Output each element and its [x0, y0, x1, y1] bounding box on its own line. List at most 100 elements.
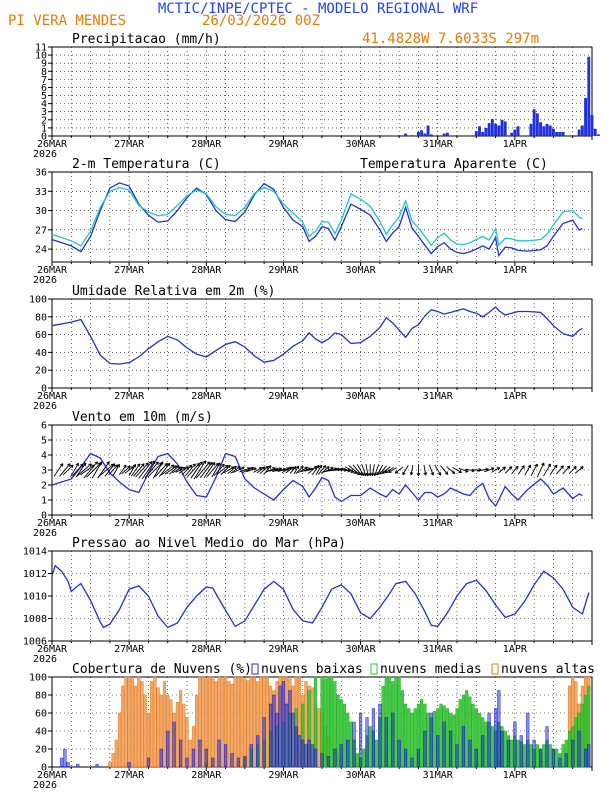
- cloud-bar: [452, 715, 455, 767]
- y-tick-label: 100: [29, 673, 47, 684]
- cloud-bar: [542, 745, 545, 768]
- cloud-bar: [562, 745, 565, 768]
- header-location: PI VERA MENDES: [8, 13, 126, 29]
- legend-swatch: [252, 664, 258, 674]
- cloud-bar: [137, 677, 140, 767]
- y-tick-label: 33: [35, 187, 47, 198]
- cloud-bar: [314, 749, 317, 767]
- cloud-bar: [459, 700, 462, 768]
- cloud-bar: [67, 763, 70, 768]
- y-tick-label: 60: [35, 709, 47, 720]
- y-tick-label: 100: [29, 295, 47, 306]
- precip-bar: [501, 120, 504, 136]
- precip-bar: [475, 131, 478, 136]
- cloud-bar: [456, 745, 459, 768]
- x-tick-label: 31MAR: [423, 391, 454, 402]
- y-tick-label: 1: [41, 496, 47, 507]
- cloud-bar: [173, 722, 176, 767]
- x-year-label: 2026: [33, 275, 57, 286]
- precip-bar: [404, 134, 407, 136]
- y-tick-label: 11: [35, 43, 47, 54]
- cloud-bar: [565, 754, 568, 768]
- precip-bar: [539, 122, 542, 136]
- panel-title: Precipitacao (mm/h): [72, 32, 221, 47]
- cloud-bar: [382, 686, 385, 767]
- legend-label: nuvens altas: [501, 662, 595, 677]
- panel-title: Cobertura de Nuvens (%): [72, 662, 252, 677]
- y-tick-label: 30: [35, 206, 47, 217]
- x-tick-label: 27MAR: [114, 770, 145, 781]
- precip-bar: [555, 132, 558, 136]
- precip-bar: [578, 130, 581, 136]
- legend-label: nuvens medias: [380, 662, 482, 677]
- cloud-bar: [256, 736, 259, 768]
- x-tick-label: 28MAR: [191, 139, 222, 150]
- cloud-bar: [558, 758, 561, 767]
- cloud-bar: [369, 727, 372, 768]
- cloud-bar: [157, 688, 160, 767]
- x-year-label: 2026: [33, 780, 57, 791]
- cloud-bar: [488, 713, 491, 767]
- cloud-bar: [523, 745, 526, 768]
- x-tick-label: 29MAR: [268, 391, 299, 402]
- cloud-bar: [317, 709, 320, 768]
- cloud-bar: [465, 691, 468, 768]
- cloud-bar: [536, 745, 539, 768]
- cloud-bar: [356, 754, 359, 768]
- cloud-bar: [520, 736, 523, 768]
- cloud-bar: [141, 682, 144, 768]
- cloud-bar: [96, 764, 99, 767]
- cloud-bar: [202, 677, 205, 767]
- cloud-bar: [128, 763, 131, 768]
- x-tick-label: 28MAR: [191, 265, 222, 276]
- x-tick-label: 27MAR: [114, 644, 145, 655]
- cloud-bar: [526, 713, 529, 767]
- cloud-bar: [430, 713, 433, 767]
- precip-bar: [443, 134, 446, 136]
- x-tick-label: 31MAR: [423, 644, 454, 655]
- cloud-bar: [144, 695, 147, 767]
- header-coords: 41.4828W 7.6033S 297m: [362, 31, 539, 47]
- x-tick-label: 29MAR: [268, 770, 299, 781]
- wind-arrow: [505, 467, 512, 474]
- precip-bar: [497, 125, 500, 136]
- cloud-bar: [507, 740, 510, 767]
- x-tick-label: 31MAR: [423, 770, 454, 781]
- cloud-bar: [208, 677, 211, 767]
- cloud-bar: [340, 745, 343, 768]
- cloud-bar: [327, 756, 330, 767]
- x-tick-label: 1APR: [503, 391, 528, 402]
- wind-arrow: [362, 464, 367, 476]
- cloud-bar: [513, 722, 516, 767]
- cloud-bar: [578, 731, 581, 767]
- panel-1: 242730333626MAR 27MAR 28MAR 29MAR 30MAR 31MAR…: [33, 157, 592, 286]
- precip-bar: [491, 119, 494, 136]
- cloud-bar: [282, 682, 285, 768]
- precip-bar: [494, 124, 497, 136]
- cloud-bar: [292, 713, 295, 767]
- cloud-bar: [587, 745, 590, 768]
- cloud-bar: [468, 740, 471, 767]
- cloud-bar: [247, 681, 250, 767]
- wind-arrow: [525, 465, 531, 475]
- cloud-bar: [186, 758, 189, 767]
- wind-arrow: [518, 466, 524, 475]
- x-tick-label: 28MAR: [191, 644, 222, 655]
- cloud-bar: [391, 713, 394, 767]
- cloud-bar: [362, 749, 365, 767]
- cloud-bar: [510, 740, 513, 767]
- cloud-bar: [166, 731, 169, 767]
- cloud-bar: [584, 749, 587, 767]
- precip-bar: [420, 130, 423, 136]
- cloud-bar: [243, 679, 246, 767]
- x-tick-label: 1APR: [503, 518, 528, 529]
- cloud-bar: [269, 704, 272, 767]
- precip-bar: [398, 135, 401, 136]
- cloud-bar: [475, 749, 478, 767]
- precip-bar: [411, 135, 414, 136]
- precip-bar: [484, 128, 487, 136]
- y-tick-label: 36: [35, 168, 47, 179]
- cloud-bar: [243, 756, 246, 767]
- cloud-bar: [446, 709, 449, 768]
